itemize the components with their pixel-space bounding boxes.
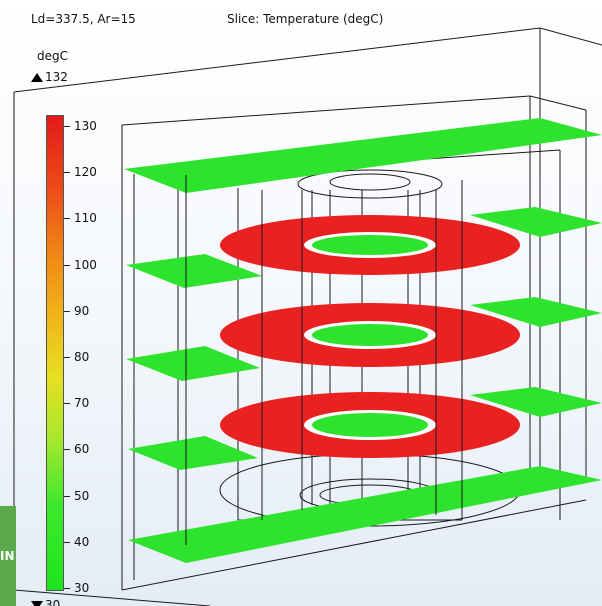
legend-tick-mark	[64, 172, 70, 173]
legend-tick-label: 80	[74, 350, 90, 364]
legend-tick-mark	[64, 588, 70, 589]
legend-tick-mark	[64, 449, 70, 450]
legend-tick-label: 90	[74, 304, 90, 318]
legend-max-value: 132	[45, 70, 68, 84]
legend-tick-mark	[64, 218, 70, 219]
plot-title: Slice: Temperature (degC)	[227, 12, 384, 26]
legend-min-value: 30	[45, 598, 61, 606]
side-panel-fragment[interactable]	[0, 506, 16, 606]
legend-tick-label: 120	[74, 165, 97, 179]
legend-tick-label: 70	[74, 396, 90, 410]
min-triangle-icon	[31, 600, 43, 606]
legend-tick-mark	[64, 542, 70, 543]
legend-tick-label: 110	[74, 211, 97, 225]
legend-tick-mark	[64, 126, 70, 127]
legend-tick-label: 30	[74, 581, 90, 595]
legend-min: 30	[31, 598, 60, 606]
legend-tick-label: 60	[74, 442, 90, 456]
hot-ring-slices	[220, 215, 520, 458]
front-wireframe	[121, 125, 463, 590]
legend-tick-label: 50	[74, 489, 90, 503]
legend-tick-mark	[64, 311, 70, 312]
legend-tick-mark	[64, 265, 70, 266]
cool-slices	[124, 118, 602, 563]
legend-tick-mark	[64, 403, 70, 404]
side-panel-label: IN	[0, 549, 15, 563]
legend-max: 132	[31, 70, 68, 84]
legend-tick-label: 130	[74, 119, 97, 133]
legend-tick-mark	[64, 496, 70, 497]
plot-parameters: Ld=337.5, Ar=15	[31, 12, 136, 26]
legend-tick-label: 40	[74, 535, 90, 549]
legend-unit: degC	[37, 49, 68, 63]
max-triangle-icon	[31, 72, 43, 82]
legend-tick-mark	[64, 357, 70, 358]
color-legend-bar	[46, 115, 64, 591]
legend-tick-label: 100	[74, 258, 97, 272]
